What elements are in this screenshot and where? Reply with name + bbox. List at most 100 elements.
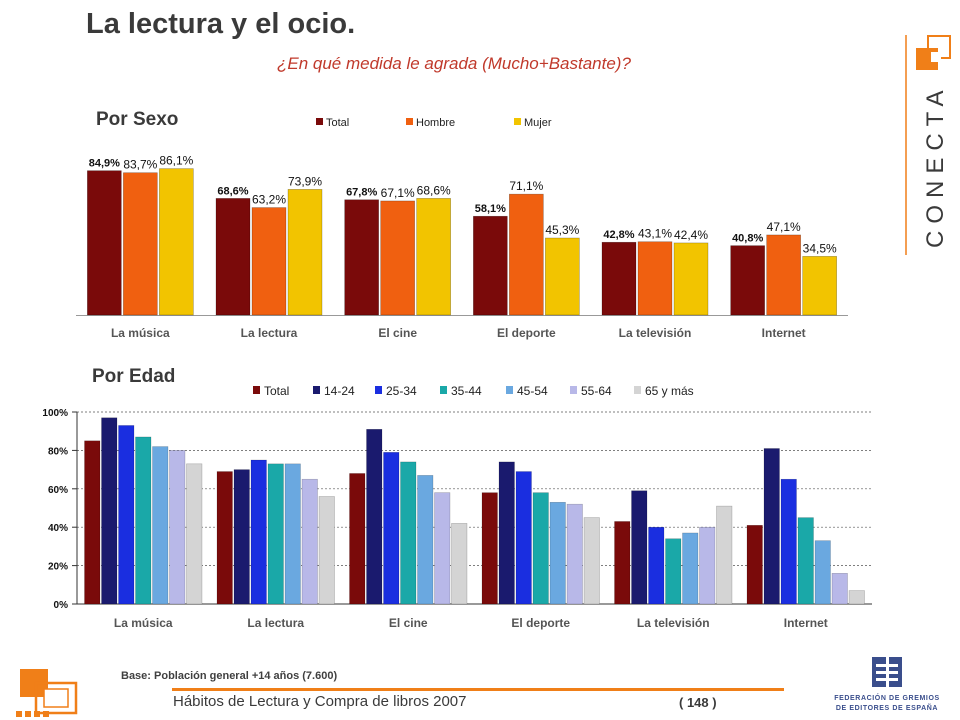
chart-por-edad: Total 14-24 25-34 35-44 45-54 55-64 65 y más 0%… <box>42 384 872 630</box>
bar-mujer-la-musica <box>159 168 194 316</box>
chart-por-sexo: Total Hombre Mujer 84,9% 83,7% 86,1% La música… <box>76 117 848 340</box>
bar-65-y-mas-internet <box>848 590 865 605</box>
bar-hombre-la-musica <box>123 172 158 316</box>
bar-14-24-la-lectura <box>233 469 250 605</box>
bar-14-24-el-cine <box>366 429 383 605</box>
footer-divider <box>172 688 784 691</box>
bar-45-54-el-deporte <box>549 501 566 605</box>
bar-total-el-cine <box>344 199 379 316</box>
data-label-hombre-la-lectura: 63,2% <box>252 193 286 207</box>
bar-45-54-la-lectura <box>284 463 301 605</box>
page-number: ( 148 ) <box>679 695 717 710</box>
bar-35-44-la-musica <box>135 436 152 605</box>
bar-total-internet <box>730 245 765 316</box>
bar-65-y-mas-la-lectura <box>318 496 335 605</box>
legend-swatch-total <box>253 386 260 394</box>
category-label-internet: Internet <box>762 326 806 340</box>
bar-45-54-internet <box>814 540 831 605</box>
data-label-hombre-el-deporte: 71,1% <box>509 179 543 193</box>
federation-name-line2: DE EDITORES DE ESPAÑA <box>835 705 939 712</box>
legend-label-65-y-mas: 65 y más <box>645 384 694 398</box>
bar-mujer-internet <box>802 256 837 316</box>
section-title-sexo: Por Sexo <box>96 109 179 130</box>
data-label-total-la-lectura: 68,6% <box>217 185 248 197</box>
bar-hombre-internet <box>766 234 801 316</box>
base-note: Base: Población general +14 años (7.600) <box>121 670 338 682</box>
category-label-el-deporte: El deporte <box>511 616 570 630</box>
bar-mujer-el-deporte <box>545 237 580 316</box>
legend-swatch-mujer <box>514 118 521 125</box>
bar-45-54-la-television <box>682 532 699 605</box>
data-label-mujer-el-deporte: 45,3% <box>545 223 579 237</box>
y-tick-label-0: 0% <box>54 600 69 611</box>
legend-label-mujer: Mujer <box>524 117 552 129</box>
conecta-logo-text: CONECTA <box>922 83 949 248</box>
corner-logo-square-inner <box>43 688 69 708</box>
page-title: La lectura y el ocio. <box>86 8 356 40</box>
federation-name-line1: FEDERACIÓN DE GREMIOS <box>834 695 940 702</box>
bar-total-la-lectura <box>215 198 251 316</box>
bar-14-24-la-television <box>631 490 648 605</box>
bar-35-44-la-lectura <box>267 463 284 605</box>
y-tick-label-100: 100% <box>42 408 68 419</box>
corner-logo <box>16 669 78 717</box>
bar-45-54-el-cine <box>417 475 434 605</box>
data-label-total-el-cine: 67,8% <box>346 187 377 199</box>
legend-swatch-hombre <box>406 118 413 125</box>
category-label-la-television: La televisión <box>619 326 692 340</box>
bar-14-24-el-deporte <box>498 461 515 605</box>
legend-label-total: Total <box>264 384 289 398</box>
category-label-la-lectura: La lectura <box>247 616 304 630</box>
legend-label-25-34: 25-34 <box>386 384 417 398</box>
bar-55-64-la-lectura <box>301 478 318 605</box>
bar-14-24-la-musica <box>101 417 118 605</box>
data-label-mujer-la-television: 42,4% <box>674 228 708 242</box>
bar-55-64-la-musica <box>169 450 186 605</box>
data-label-mujer-la-lectura: 73,9% <box>288 174 322 188</box>
data-label-mujer-internet: 34,5% <box>803 241 837 255</box>
data-label-total-internet: 40,8% <box>732 233 763 245</box>
corner-logo-square-outline <box>34 681 78 715</box>
y-tick-label-40: 40% <box>48 523 68 534</box>
data-label-mujer-la-musica: 86,1% <box>159 154 193 168</box>
bar-total-el-deporte <box>481 492 498 605</box>
bar-55-64-el-cine <box>434 492 451 605</box>
category-label-la-television: La televisión <box>637 616 710 630</box>
bar-total-internet <box>746 525 763 605</box>
bar-65-y-mas-la-television <box>716 505 733 605</box>
bar-mujer-la-television <box>673 242 709 316</box>
legend-label-hombre: Hombre <box>416 117 455 129</box>
report-title: Hábitos de Lectura y Compra de libros 20… <box>173 693 467 710</box>
bar-total-el-cine <box>349 473 366 605</box>
bar-mujer-la-lectura <box>287 189 323 316</box>
legend-label-45-54: 45-54 <box>517 384 548 398</box>
bar-65-y-mas-la-musica <box>186 463 203 605</box>
conecta-logo-square-inner <box>931 52 941 62</box>
bar-25-34-la-television <box>648 526 665 605</box>
bar-hombre-la-television <box>637 241 673 316</box>
y-tick-label-20: 20% <box>48 562 68 573</box>
legend-label-55-64: 55-64 <box>581 384 612 398</box>
bar-total-la-television <box>601 241 637 316</box>
legend-label-total: Total <box>326 117 349 129</box>
category-label-la-musica: La música <box>111 326 170 340</box>
section-title-edad: Por Edad <box>92 366 176 387</box>
legend-swatch-55-64 <box>570 386 577 394</box>
federation-logo-icon <box>872 657 902 687</box>
bar-25-34-el-cine <box>383 452 400 605</box>
data-label-total-la-musica: 84,9% <box>89 158 120 170</box>
data-label-total-el-deporte: 58,1% <box>475 203 506 215</box>
bar-25-34-la-lectura <box>250 459 267 605</box>
bar-total-la-lectura <box>216 471 233 605</box>
bar-35-44-internet <box>797 517 814 605</box>
category-label-el-deporte: El deporte <box>497 326 556 340</box>
data-label-hombre-la-television: 43,1% <box>638 227 672 241</box>
bar-14-24-internet <box>763 448 780 605</box>
bar-35-44-el-deporte <box>532 492 549 605</box>
legend-swatch-35-44 <box>440 386 447 394</box>
data-label-hombre-la-musica: 83,7% <box>123 158 157 172</box>
legend-swatch-65-y-mas <box>634 386 641 394</box>
legend-swatch-14-24 <box>313 386 320 394</box>
category-label-internet: Internet <box>784 616 828 630</box>
data-label-hombre-internet: 47,1% <box>767 220 801 234</box>
